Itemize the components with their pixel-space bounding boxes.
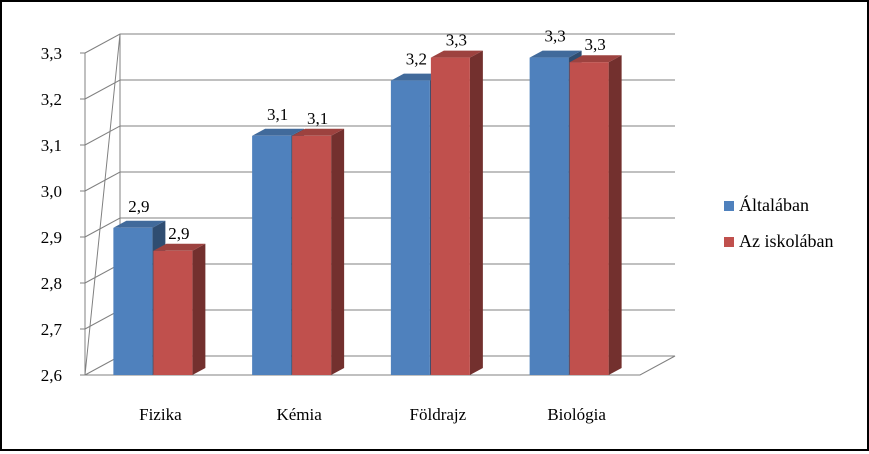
data-label: 3,3 [446,31,467,50]
gridline [84,171,675,192]
data-label: 2,9 [128,197,149,216]
bar-side [469,50,483,375]
bar-side [608,55,622,375]
bar [430,57,470,375]
bar-side [331,128,345,375]
bar-top [292,128,345,136]
y-tick-label: 2,8 [41,274,62,293]
bar [390,80,430,375]
data-label: 3,2 [406,50,427,69]
bar-top [529,50,582,58]
y-tick-label: 2,6 [41,366,62,385]
legend-swatch [724,237,734,247]
bar [529,57,569,375]
y-tick-label: 3,0 [41,182,62,201]
y-tick-label: 3,2 [41,90,62,109]
bar-top [390,73,443,81]
data-label: 3,1 [267,105,288,124]
legend-swatch [724,201,734,211]
bar-top [153,243,206,251]
data-label: 2,9 [168,224,189,243]
gridline [84,125,675,146]
x-tick-label: Kémia [276,405,322,424]
bar-side [192,243,206,375]
data-label: 3,3 [585,35,606,54]
bar-top [569,55,622,63]
bar [292,135,332,375]
y-tick-label: 3,3 [41,44,62,63]
gridline [84,79,675,100]
legend-label: Általában [739,194,809,215]
bar [113,227,153,375]
y-tick-label: 3,1 [41,136,62,155]
bar [153,250,193,375]
x-tick-label: Fizika [139,405,182,424]
data-label: 3,1 [307,109,328,128]
legend-label: Az iskolában [739,231,833,251]
bar [569,62,609,375]
y-tick-label: 2,9 [41,228,62,247]
y-tick-label: 2,7 [41,320,63,339]
bar-top [252,128,305,136]
bar [252,135,292,375]
x-tick-label: Biológia [547,405,606,424]
bar-top [430,50,483,58]
x-tick-label: Földrajz [410,405,467,424]
gridline [84,217,675,238]
gridline [84,33,675,54]
data-label: 3,3 [545,27,566,46]
bar-top [113,220,166,228]
